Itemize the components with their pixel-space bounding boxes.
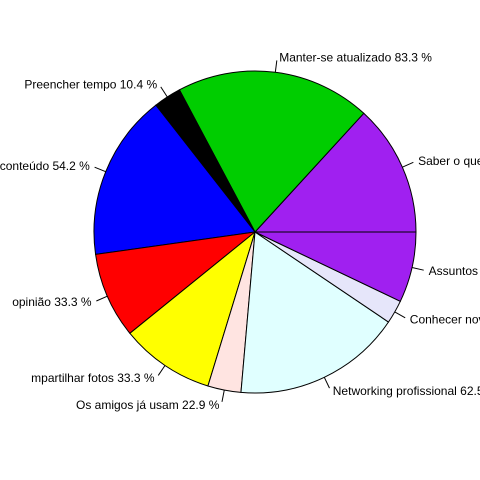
slice-label: Networking profissional 62.5 %: [333, 384, 480, 398]
slice-label: Saber o que: [418, 154, 480, 168]
leader-line: [221, 389, 225, 402]
pie-slice: [93, 104, 256, 255]
slice-label: r conteúdo 54.2 %: [0, 159, 90, 173]
slice-label: Os amigos já usam 22.9 %: [76, 398, 220, 412]
leader-line: [94, 166, 106, 173]
pie-slice: [95, 231, 257, 335]
slice-label: Conhecer novas p: [410, 312, 480, 326]
leader-line: [402, 161, 414, 168]
pie-labels: Saber o que Manter-se atualizado 83.3 % Pr…: [0, 50, 480, 411]
pie-slice: [253, 112, 417, 233]
slice-label: opinião 33.3 %: [12, 295, 92, 309]
slice-label: Manter-se atualizado 83.3 %: [279, 50, 432, 64]
pie-slice: [254, 231, 417, 302]
slice-label: mpartilhar fotos 33.3 %: [31, 371, 155, 385]
leader-line: [274, 60, 278, 73]
slice-label: Assuntos c: [429, 264, 480, 278]
pie-slice: [178, 70, 365, 233]
pie-slices: [93, 70, 417, 394]
leader-line: [157, 365, 166, 376]
slice-label: Preencher tempo 10.4 %: [24, 77, 157, 91]
leader-line: [160, 86, 168, 98]
leader-line: [323, 377, 330, 389]
leader-line: [411, 267, 424, 271]
pie-slice: [240, 231, 390, 394]
pie-slice: [129, 230, 256, 387]
leader-line: [394, 311, 406, 319]
leader-line: [96, 295, 108, 302]
